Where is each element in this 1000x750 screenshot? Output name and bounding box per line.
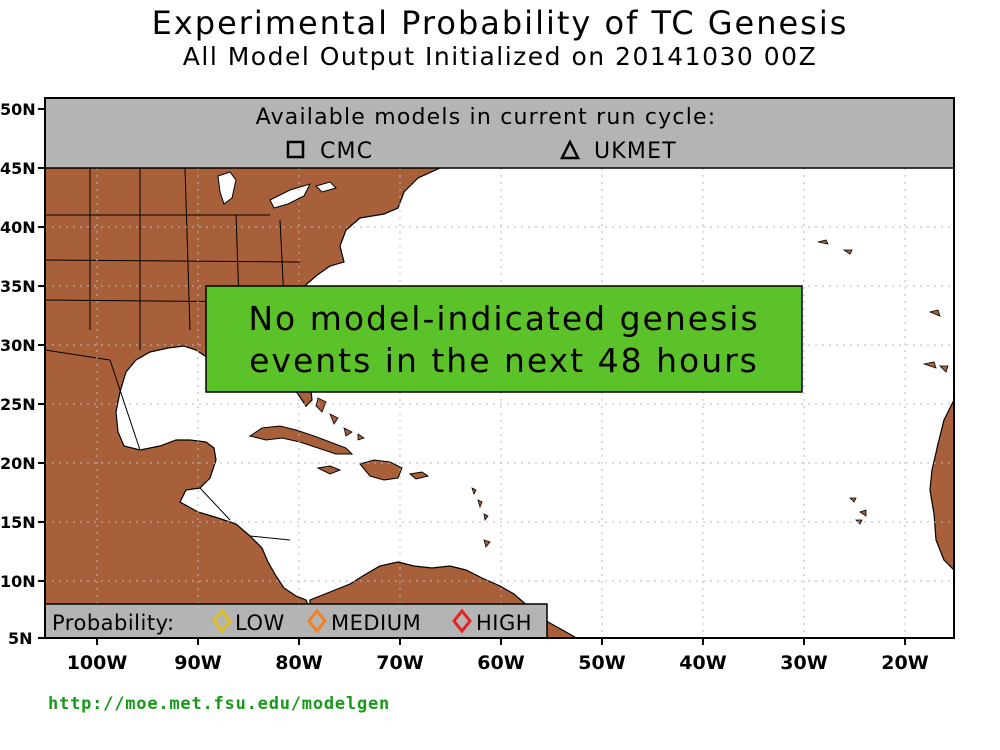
lesser-antilles	[471, 487, 491, 548]
lat-label: 50N	[0, 100, 36, 119]
lat-label: 10N	[0, 572, 36, 591]
diamond-icon-low	[212, 608, 232, 634]
lat-label: 5N	[8, 629, 33, 648]
diamond-icon-medium	[307, 608, 327, 634]
notice-line2: events in the next 48 hours	[249, 341, 759, 380]
models-banner: Available models in current run cycle: C…	[44, 97, 955, 169]
page-subtitle: All Model Output Initialized on 20141030…	[182, 42, 818, 71]
diamond-icon-high	[452, 608, 472, 634]
latitude-labels: 50N 45N 40N 35N 30N 25N 20N 15N 10N 5N	[0, 100, 36, 648]
lon-label: 50W	[578, 652, 625, 674]
legend-medium: MEDIUM	[331, 611, 421, 635]
jamaica-island	[316, 465, 342, 475]
lon-label: 100W	[67, 652, 128, 674]
great-lakes	[217, 149, 337, 209]
square-icon	[286, 140, 305, 159]
puerto-rico-island	[408, 471, 430, 480]
lat-label: 20N	[0, 454, 36, 473]
north-america-landmass	[45, 98, 441, 638]
model-name-ukmet: UKMET	[594, 139, 677, 164]
lat-label: 45N	[0, 159, 36, 178]
source-url-link[interactable]: http://moe.met.fsu.edu/modelgen	[48, 694, 391, 714]
hispaniola-island	[359, 459, 403, 481]
graticule	[45, 98, 954, 638]
map-frame	[44, 97, 955, 639]
lat-label: 25N	[0, 395, 36, 414]
model-name-cmc: CMC	[320, 139, 373, 164]
lat-label: 15N	[0, 513, 36, 532]
models-banner-heading: Available models in current run cycle:	[256, 105, 717, 130]
probability-legend: Probability: LOW MEDIUM HIGH	[44, 603, 548, 639]
notice-line1: No model-indicated genesis	[248, 299, 759, 338]
axis-ticks	[38, 108, 906, 645]
lat-label: 35N	[0, 277, 36, 296]
page-title: Experimental Probability of TC Genesis	[151, 4, 849, 42]
lon-label: 40W	[679, 652, 726, 674]
triangle-icon	[559, 139, 581, 160]
longitude-labels: 100W 90W 80W 70W 60W 50W 40W 30W 20W	[67, 652, 929, 674]
legend-label: Probability:	[52, 611, 175, 635]
lat-label: 30N	[0, 336, 36, 355]
notice-box: No model-indicated genesis events in the…	[205, 285, 803, 393]
lon-label: 80W	[275, 652, 322, 674]
bahamas-islands	[315, 397, 365, 441]
lon-label: 60W	[477, 652, 524, 674]
lon-label: 30W	[780, 652, 827, 674]
cuba-island	[248, 425, 354, 455]
africa-landmass	[929, 399, 954, 571]
lon-label: 90W	[174, 652, 221, 674]
lon-label: 20W	[881, 652, 928, 674]
legend-low: LOW	[235, 611, 285, 635]
legend-high: HIGH	[476, 611, 532, 635]
lat-label: 40N	[0, 218, 36, 237]
lon-label: 70W	[376, 652, 423, 674]
